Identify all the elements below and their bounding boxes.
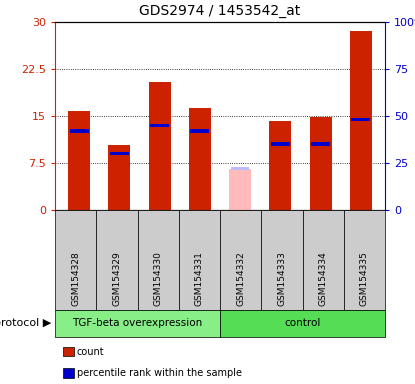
Text: GSM154333: GSM154333: [277, 251, 286, 306]
Bar: [149, 81, 171, 210]
Text: GSM154332: GSM154332: [236, 252, 245, 306]
Bar: [150, 124, 169, 127]
Title: GDS2974 / 1453542_at: GDS2974 / 1453542_at: [139, 4, 300, 18]
Text: GSM154331: GSM154331: [195, 251, 204, 306]
Bar: [229, 169, 251, 210]
Bar: [190, 129, 209, 133]
Text: GSM154335: GSM154335: [360, 251, 369, 306]
Text: count: count: [77, 347, 104, 357]
Text: GSM154330: GSM154330: [154, 251, 163, 306]
Text: GSM154329: GSM154329: [112, 252, 121, 306]
Bar: [269, 121, 291, 210]
Text: percentile rank within the sample: percentile rank within the sample: [77, 368, 242, 378]
Bar: [350, 31, 372, 210]
Bar: [310, 117, 332, 210]
Bar: [231, 167, 249, 170]
Bar: [108, 146, 130, 210]
Text: GSM154334: GSM154334: [319, 252, 327, 306]
Text: GSM154328: GSM154328: [71, 252, 80, 306]
Bar: [70, 129, 88, 133]
Text: control: control: [284, 318, 321, 328]
Text: TGF-beta overexpression: TGF-beta overexpression: [72, 318, 203, 328]
Bar: [352, 118, 370, 121]
Bar: [189, 109, 211, 210]
Bar: [110, 152, 129, 155]
Bar: [311, 142, 330, 146]
Bar: [68, 111, 90, 210]
Bar: [271, 142, 290, 146]
Text: protocol ▶: protocol ▶: [0, 318, 51, 328]
